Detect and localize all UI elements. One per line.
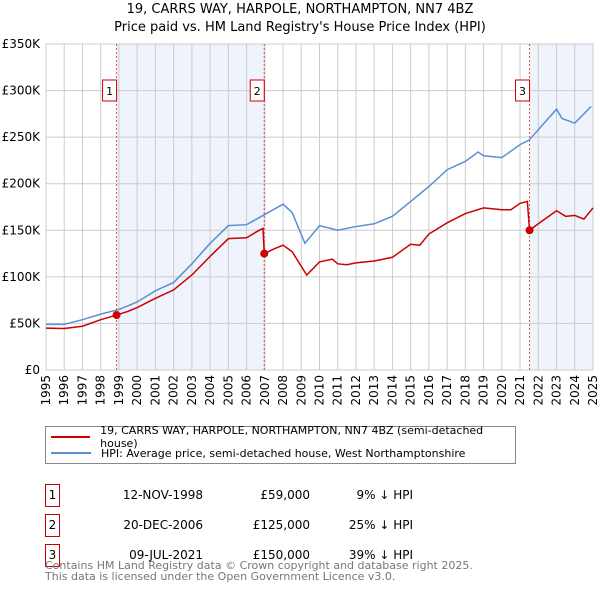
sale-row: 1 12-NOV-1998 £59,000 9% ↓ HPI — [45, 484, 445, 507]
x-tick-label: 1995 — [39, 375, 53, 406]
sale-hpi-diff: 39% ↓ HPI — [348, 548, 413, 562]
x-tick-label: 2019 — [477, 375, 491, 406]
x-tick-label: 2015 — [404, 375, 418, 406]
x-tick-label: 2024 — [568, 375, 582, 406]
legend-label-hpi: HPI: Average price, semi-detached house,… — [101, 446, 466, 460]
sale-date: 09-JUL-2021 — [129, 548, 203, 562]
footer-line-1: Contains HM Land Registry data © Crown c… — [45, 559, 473, 572]
sale-number: 2 — [45, 514, 60, 537]
x-tick-label: 2002 — [167, 375, 181, 406]
footer: Contains HM Land Registry data © Crown c… — [45, 560, 473, 582]
hpi-line — [46, 105, 592, 326]
legend-swatch-price — [51, 436, 91, 438]
y-tick-label: £350K — [2, 37, 42, 51]
y-tick-label: £100K — [2, 270, 42, 284]
plot-frame — [45, 43, 594, 371]
x-tick-label: 2022 — [531, 375, 545, 406]
legend-label-price: 19, CARRS WAY, HARPOLE, NORTHAMPTON, NN7… — [100, 424, 484, 450]
sale-hpi-diff: 25% ↓ HPI — [348, 518, 413, 532]
sale-date: 20-DEC-2006 — [123, 518, 203, 532]
x-tick-label: 2009 — [294, 375, 308, 406]
sale-label-box-2 — [249, 79, 265, 102]
sale-row: 2 20-DEC-2006 £125,000 25% ↓ HPI — [45, 514, 445, 537]
x-tick-label: 2001 — [148, 375, 162, 406]
y-tick-label: £150K — [2, 223, 42, 237]
y-tick-label: £300K — [2, 84, 42, 98]
shaded-region-0 — [116, 44, 265, 370]
x-tick-label: 2020 — [495, 375, 509, 406]
sale-label-2: 2 — [254, 85, 261, 98]
x-tick-label: 2013 — [367, 375, 381, 406]
x-tick-label: 2010 — [313, 375, 327, 406]
x-tick-label: 2006 — [240, 375, 254, 406]
sale-label-1: 1 — [106, 85, 113, 98]
sale-row: 3 09-JUL-2021 £150,000 39% ↓ HPI — [45, 544, 445, 567]
sale-date: 12-NOV-1998 — [122, 488, 203, 502]
sale-point-1 — [112, 311, 121, 320]
x-tick-label: 2005 — [221, 375, 235, 406]
x-tick-label: 2023 — [550, 375, 564, 406]
sale-price: £150,000 — [252, 548, 310, 562]
x-tick-label: 2000 — [130, 375, 144, 406]
y-tick-label: £50K — [9, 316, 41, 330]
y-tick-label: £200K — [2, 177, 42, 191]
x-tick-label: 2017 — [440, 375, 454, 406]
legend-swatch-hpi — [51, 452, 91, 454]
x-tick-label: 2007 — [258, 375, 272, 406]
sale-price: £59,000 — [260, 488, 310, 502]
x-tick-label: 2021 — [513, 375, 527, 406]
x-tick-label: 2018 — [458, 375, 472, 406]
chart-plot: 1995 1996 1997 1998 1999 2000 2001 2002 2003 2004… — [2, 37, 600, 406]
sale-point-3 — [525, 226, 534, 235]
x-tick-label: 2025 — [586, 375, 600, 406]
sale-label-box-3 — [515, 79, 531, 102]
sale-number: 3 — [45, 544, 60, 567]
x-tick-label: 2012 — [349, 375, 363, 406]
x-tick-label: 2003 — [185, 375, 199, 406]
shaded-region-1 — [529, 44, 593, 370]
x-tick-label: 2011 — [331, 375, 345, 406]
sale-price: £125,000 — [252, 518, 310, 532]
y-tick-label: £0 — [25, 363, 40, 377]
x-tick-label: 1999 — [112, 375, 126, 406]
legend: 19, CARRS WAY, HARPOLE, NORTHAMPTON, NN7… — [45, 424, 516, 464]
sale-number: 1 — [45, 484, 60, 507]
sale-label-3: 3 — [519, 85, 526, 98]
x-tick-label: 2004 — [203, 375, 217, 406]
x-tick-label: 1998 — [94, 375, 108, 406]
chart-subtitle: Price paid vs. HM Land Registry's House … — [114, 20, 486, 35]
x-tick-label: 2014 — [385, 375, 399, 406]
x-tick-label: 1997 — [75, 375, 89, 406]
y-tick-label: £250K — [2, 130, 42, 144]
x-tick-label: 1996 — [57, 375, 71, 406]
price-paid-line — [45, 200, 594, 330]
chart-title: 19, CARRS WAY, HARPOLE, NORTHAMPTON, NN7… — [126, 2, 474, 17]
sale-hpi-diff: 9% ↓ HPI — [356, 488, 413, 502]
footer-line-2: This data is licensed under the Open Gov… — [45, 570, 396, 583]
sale-label-box-1 — [102, 79, 118, 102]
x-tick-label: 2008 — [276, 375, 290, 406]
x-tick-label: 2016 — [422, 375, 436, 406]
sale-point-2 — [260, 249, 269, 258]
